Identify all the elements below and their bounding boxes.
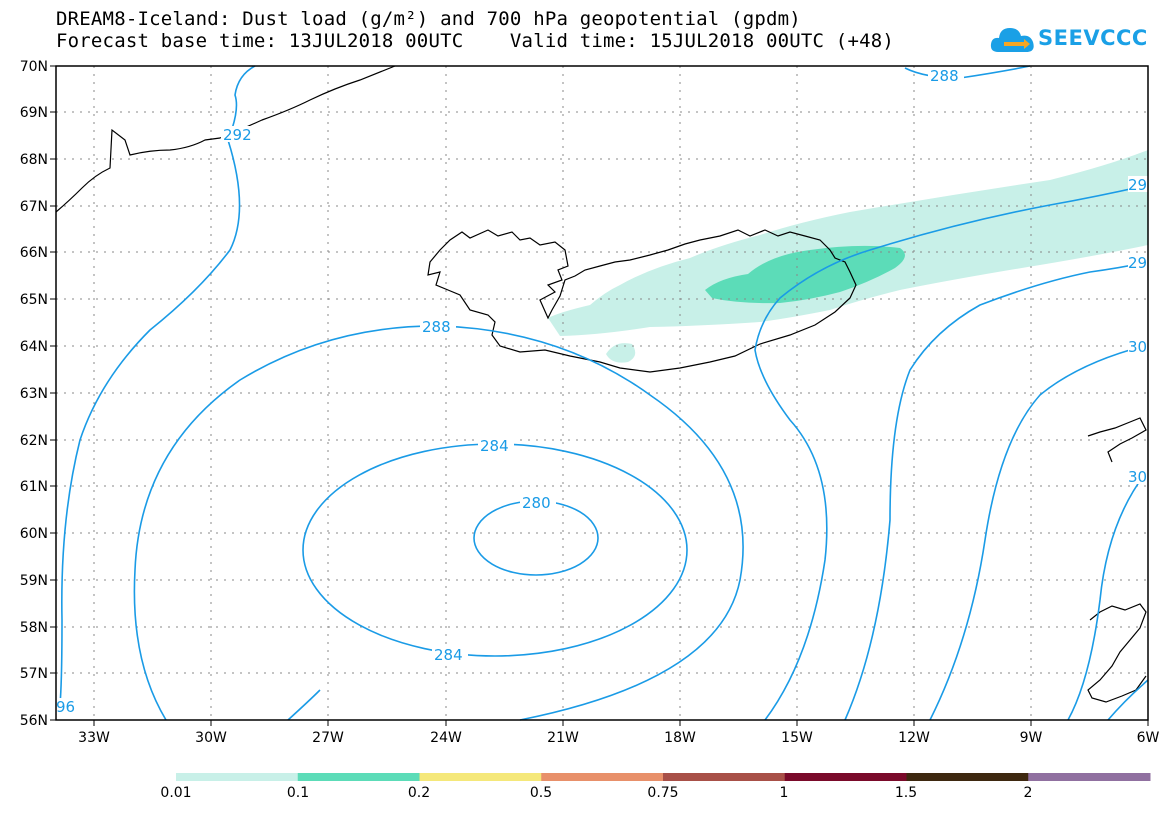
colorbar-swatch: [419, 773, 542, 781]
lat-label: 59N: [20, 573, 48, 589]
norway-coast-upper: [1087, 417, 1147, 463]
contour-label: 284: [480, 437, 509, 455]
contour-label: 288: [422, 318, 451, 336]
map-title: DREAM8-Iceland: Dust load (g/m²) and 700…: [56, 8, 801, 30]
lon-label: 21W: [547, 730, 579, 746]
colorbar-swatch: [541, 773, 664, 781]
colorbar-swatch: [906, 773, 1029, 781]
lat-label: 58N: [20, 620, 48, 636]
lat-label: 64N: [20, 339, 48, 355]
colorbar-swatch: [663, 773, 786, 781]
colorbar-labels: 0.01 0.1 0.2 0.5 0.75 1 1.5 2: [160, 785, 1032, 801]
lat-label: 57N: [20, 666, 48, 682]
lat-label: 60N: [20, 526, 48, 542]
colorbar-label: 0.5: [530, 785, 552, 801]
seevccc-logo: SEEVCCC: [990, 22, 1147, 58]
contour-label: 284: [434, 646, 463, 664]
lat-label: 65N: [20, 292, 48, 308]
colorbar-swatch: [176, 773, 299, 781]
contour-label: 288: [930, 67, 959, 85]
contour-east-3: [929, 344, 1149, 721]
lat-label: 61N: [20, 479, 48, 495]
axis-ticks: [50, 65, 1149, 726]
lon-label: 18W: [664, 730, 696, 746]
greenland-coast: [55, 65, 396, 213]
colorbar-label: 0.01: [160, 785, 191, 801]
contour-284: [302, 443, 688, 657]
colorbar-label: 0.1: [287, 785, 309, 801]
colorbar-label: 1: [780, 785, 789, 801]
lat-label: 63N: [20, 386, 48, 402]
colorbar-label: 2: [1024, 785, 1033, 801]
contour-label: 29: [1128, 254, 1147, 272]
contour-292-west: [59, 139, 241, 706]
contour-292-south: [287, 689, 321, 721]
contour-280: [473, 500, 599, 576]
lat-label: 67N: [20, 199, 48, 215]
contour-288-north: [904, 65, 1031, 79]
colorbar-label: 0.75: [647, 785, 678, 801]
lon-label: 6W: [1137, 730, 1160, 746]
contour-label: 292: [223, 126, 252, 144]
lon-label: 12W: [898, 730, 930, 746]
lat-label: 56N: [20, 713, 48, 729]
lat-label: 62N: [20, 433, 48, 449]
dust-plume-light: [548, 150, 1148, 336]
longitude-labels: 33W 30W 27W 24W 21W 18W 15W 12W 9W 6W: [78, 730, 1159, 746]
lon-label: 27W: [312, 730, 344, 746]
colorbar-label: 1.5: [895, 785, 917, 801]
contour-292-north: [227, 65, 256, 141]
lat-label: 66N: [20, 245, 48, 261]
contour-east-4: [1067, 469, 1149, 721]
colorbar-swatch: [297, 773, 420, 781]
colorbar-swatch: [784, 773, 907, 781]
contour-east-1: [754, 184, 1149, 721]
latitude-labels: 70N 69N 68N 67N 66N 65N 64N 63N 62N 61N …: [20, 59, 48, 729]
coastlines: [55, 65, 1147, 703]
contour-288: [133, 325, 744, 721]
lon-label: 33W: [78, 730, 110, 746]
contour-label: 96: [56, 698, 75, 716]
lat-label: 70N: [20, 59, 48, 75]
contour-labels: 288 292 288 284 280 284 96 29 29 30 30: [56, 67, 1148, 716]
iceland-coast: [427, 229, 857, 373]
contour-east-2: [844, 261, 1149, 721]
lon-label: 30W: [195, 730, 227, 746]
geopotential-contours: [59, 65, 1149, 721]
contour-label: 30: [1128, 338, 1147, 356]
graticule: [56, 66, 1148, 720]
map-subtitle: Forecast base time: 13JUL2018 00UTC Vali…: [56, 30, 895, 52]
lon-label: 24W: [430, 730, 462, 746]
lat-label: 69N: [20, 105, 48, 121]
dust-patch-south: [606, 343, 636, 363]
cloud-logo-icon: [990, 28, 1034, 52]
colorbar-label: 0.2: [408, 785, 430, 801]
colorbar: [176, 773, 1151, 781]
logo-text: SEEVCCC: [1038, 26, 1148, 50]
lon-label: 15W: [781, 730, 813, 746]
contour-east-5: [1107, 679, 1149, 721]
colorbar-swatch: [1028, 773, 1151, 781]
lat-label: 68N: [20, 152, 48, 168]
contour-label: 29: [1128, 176, 1147, 194]
contour-label: 30: [1128, 468, 1147, 486]
contour-label: 280: [522, 494, 551, 512]
norway-coast-lower: [1087, 603, 1147, 703]
lon-label: 9W: [1020, 730, 1043, 746]
dust-plume-medium: [705, 245, 905, 304]
